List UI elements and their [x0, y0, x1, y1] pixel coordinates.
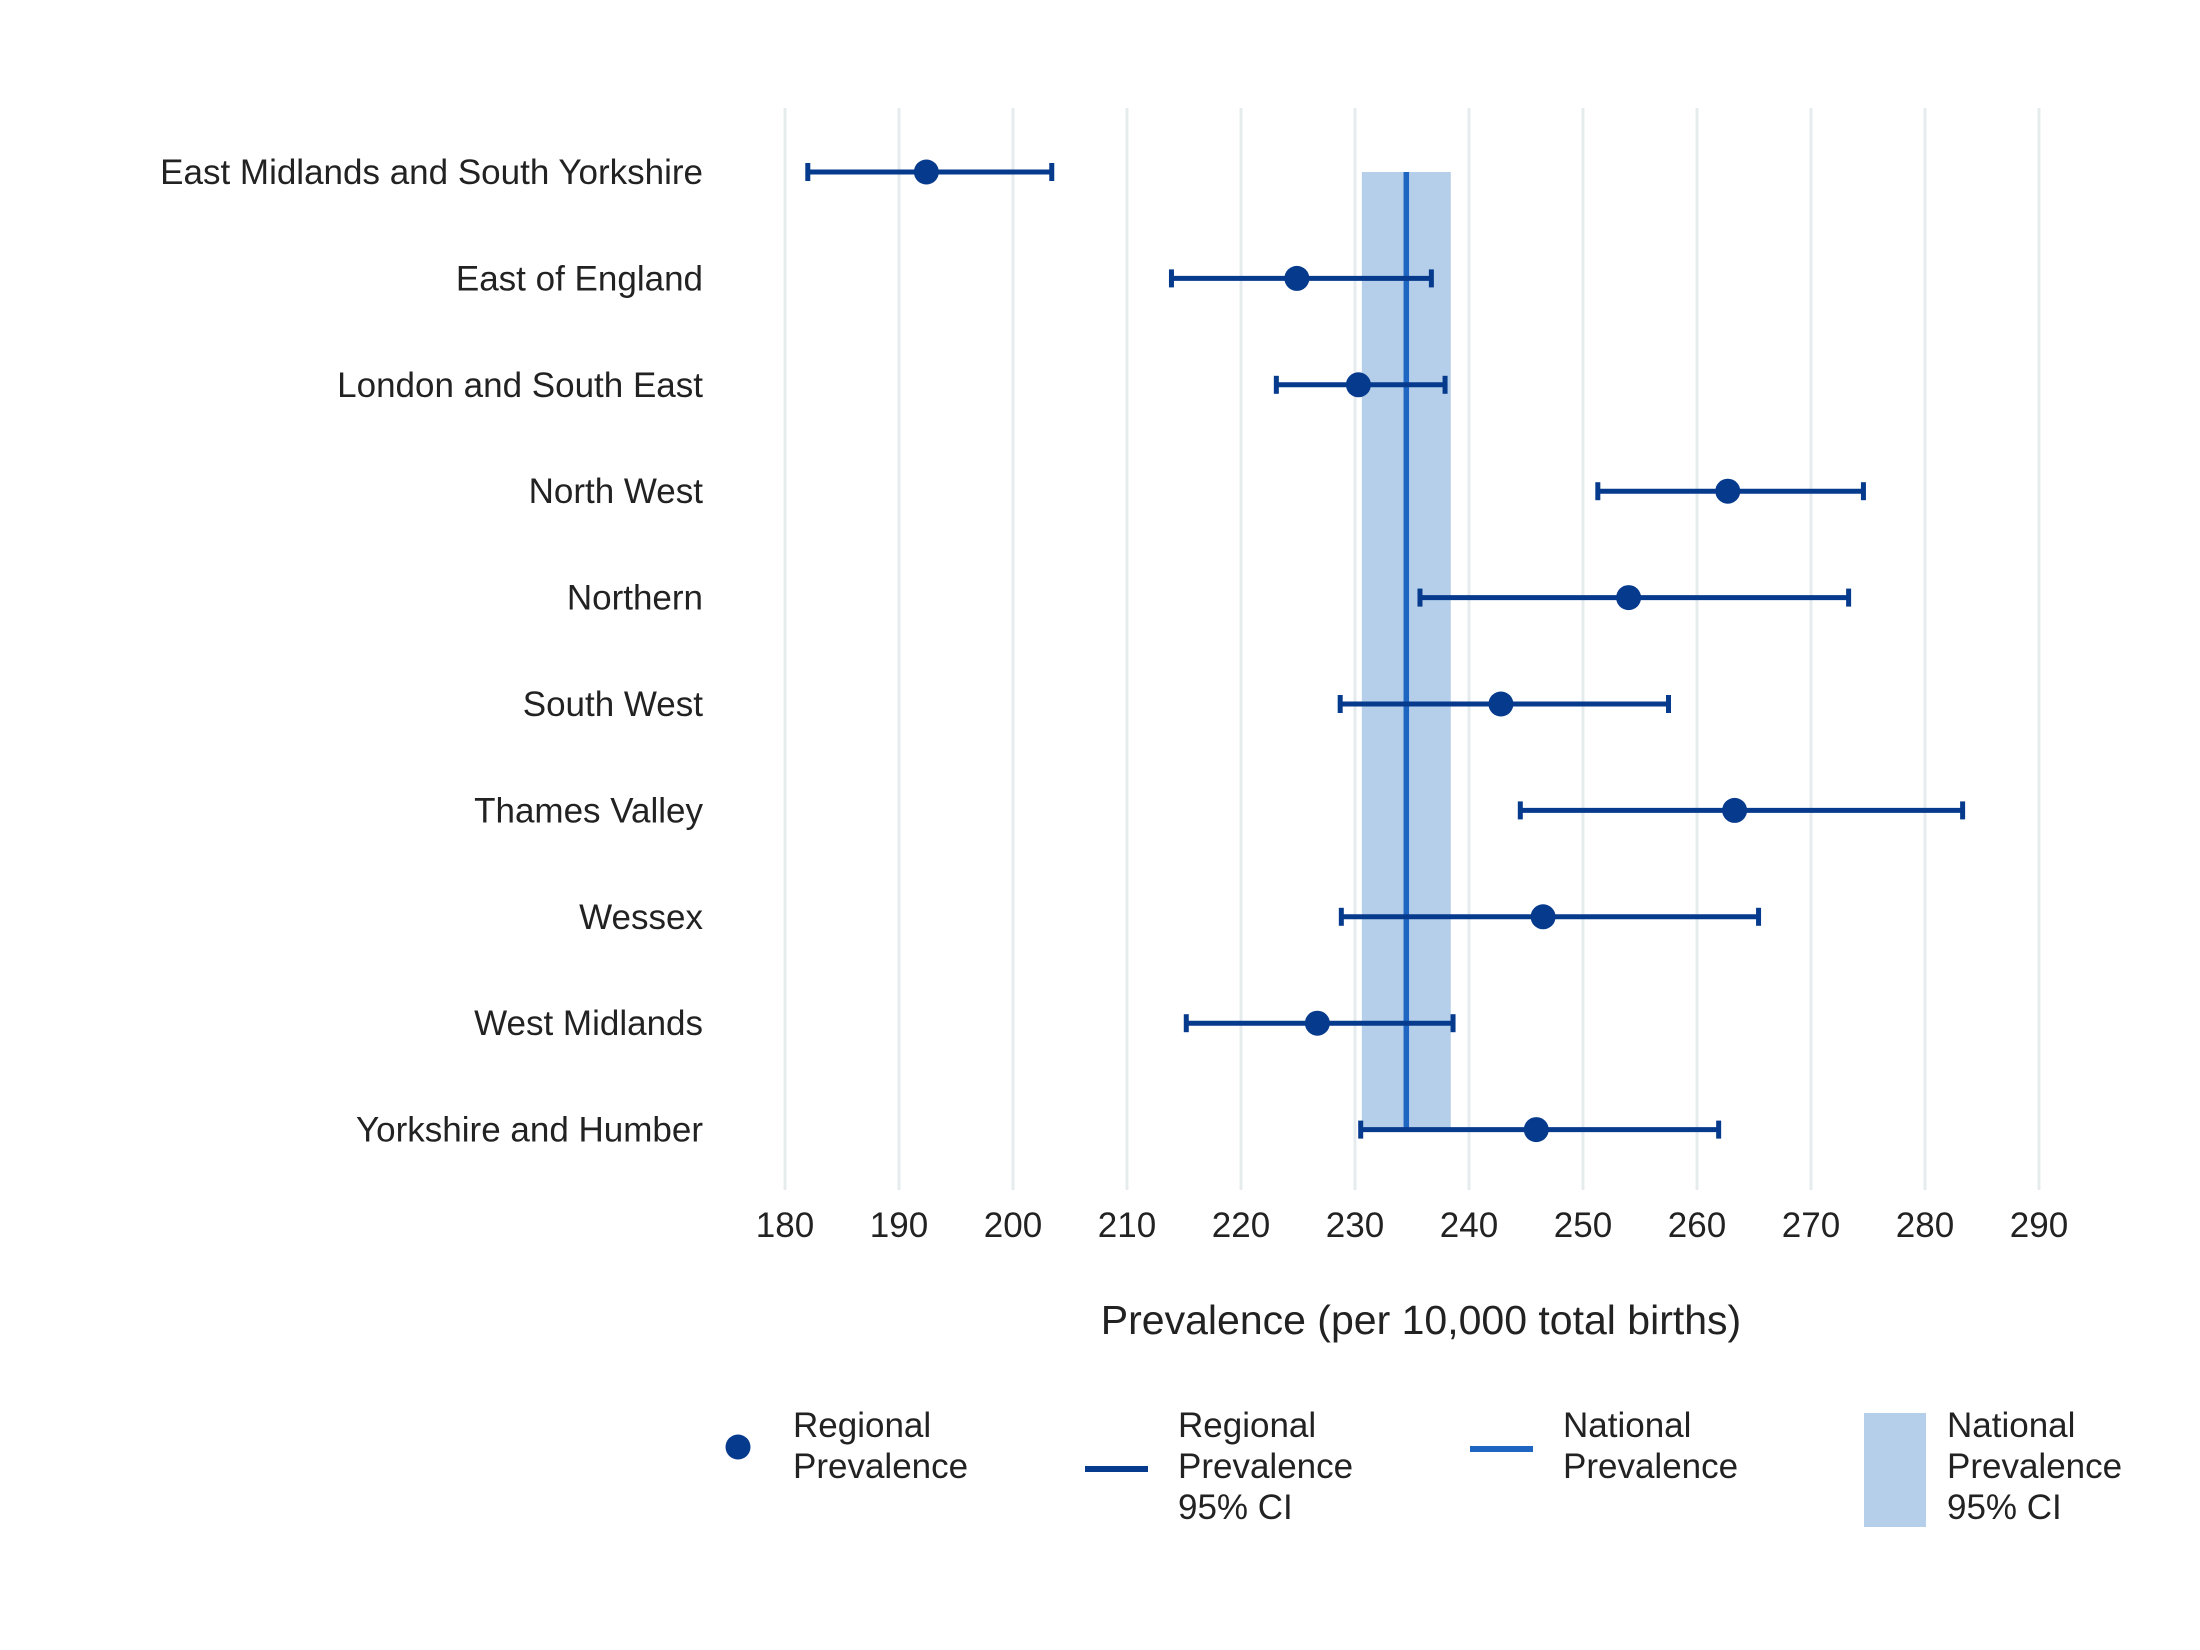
region-label: South West — [523, 685, 704, 724]
legend-label: Prevalence — [1178, 1447, 1353, 1486]
region-label: Thames Valley — [474, 791, 703, 830]
regional-point — [1304, 1010, 1330, 1036]
region-label: Yorkshire and Humber — [356, 1111, 703, 1150]
region-label: London and South East — [337, 366, 703, 405]
legend-label: Prevalence — [793, 1447, 968, 1486]
x-axis-title: Prevalence (per 10,000 total births) — [1101, 1297, 1741, 1343]
legend-label: Regional — [793, 1406, 931, 1445]
x-tick-label: 270 — [1782, 1206, 1840, 1245]
legend-label: Regional — [1178, 1406, 1316, 1445]
grid-lines — [783, 108, 2041, 1190]
x-tick-label: 280 — [1896, 1206, 1954, 1245]
regional-point — [1523, 1117, 1549, 1143]
x-tick-label: 220 — [1212, 1206, 1270, 1245]
x-tick-label: 210 — [1098, 1206, 1156, 1245]
legend-point-icon — [725, 1434, 751, 1460]
x-tick-label: 200 — [984, 1206, 1042, 1245]
regional-point — [1345, 372, 1371, 398]
legend-label: 95% CI — [1178, 1488, 1293, 1527]
regional-point — [1488, 691, 1514, 717]
legend-label: Prevalence — [1947, 1447, 2122, 1486]
region-label: West Midlands — [474, 1004, 703, 1043]
regional-point — [1284, 265, 1310, 291]
x-tick-label: 250 — [1554, 1206, 1612, 1245]
x-tick-label: 260 — [1668, 1206, 1726, 1245]
regional-point — [1616, 585, 1642, 611]
region-label: North West — [529, 472, 704, 511]
legend-label: National — [1563, 1406, 1691, 1445]
x-tick-label: 240 — [1440, 1206, 1498, 1245]
x-tick-label: 180 — [756, 1206, 814, 1245]
legend-label: 95% CI — [1947, 1488, 2062, 1527]
regional-point — [1530, 904, 1556, 930]
legend-band-icon — [1864, 1413, 1926, 1527]
region-label: East of England — [456, 259, 703, 298]
legend-label: National — [1947, 1406, 2075, 1445]
x-tick-label: 290 — [2010, 1206, 2068, 1245]
region-labels: East Midlands and South Yorkshire East of… — [160, 153, 703, 1150]
region-label: East Midlands and South Yorkshire — [160, 153, 703, 192]
legend: RegionalPrevalenceRegionalPrevalence95% … — [725, 1406, 2122, 1527]
region-label: Northern — [567, 579, 703, 618]
x-tick-label: 230 — [1326, 1206, 1384, 1245]
regional-point — [1715, 478, 1741, 504]
regional-point — [1722, 797, 1748, 823]
region-label: Wessex — [579, 898, 703, 937]
legend-label: Prevalence — [1563, 1447, 1738, 1486]
x-tick-label: 190 — [870, 1206, 928, 1245]
x-tick-labels: 180 190 200 210 220 230 240 250 260 270 280 290 — [756, 1206, 2068, 1245]
regional-series-layer — [805, 159, 1966, 1143]
regional-point — [913, 159, 939, 185]
